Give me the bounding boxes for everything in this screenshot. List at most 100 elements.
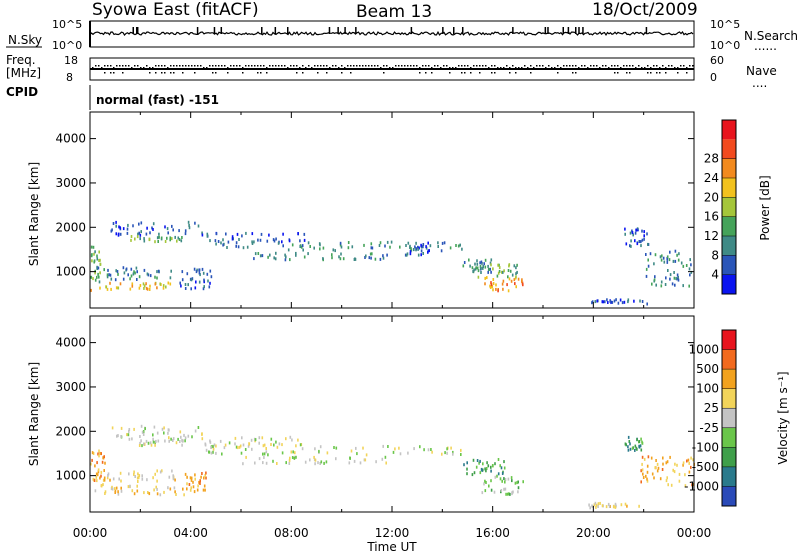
heatmap-cell: [102, 483, 104, 487]
heatmap-cell: [154, 275, 156, 279]
heatmap-cell: [441, 452, 443, 456]
heatmap-cell: [615, 298, 617, 302]
heatmap-cell: [625, 443, 627, 447]
heatmap-cell: [181, 236, 183, 239]
heatmap-cell: [127, 273, 129, 277]
heatmap-cell: [483, 262, 485, 266]
nsky-trace: [89, 21, 694, 47]
heatmap-cell: [640, 244, 642, 248]
heatmap-cell: [498, 270, 501, 273]
heatmap-cell: [501, 472, 504, 475]
heatmap-cell: [309, 458, 311, 462]
heatmap-cell: [187, 434, 190, 438]
heatmap-cell: [186, 482, 188, 486]
heatmap-cell: [425, 245, 427, 249]
beam-title: Beam 13: [356, 2, 432, 22]
heatmap-cell: [194, 221, 196, 225]
heatmap-cell: [225, 232, 227, 236]
heatmap-cell: [643, 234, 645, 238]
heatmap-cell: [677, 275, 679, 279]
heatmap-cell: [149, 231, 151, 235]
heatmap-cell: [381, 457, 384, 461]
heatmap-cell: [137, 480, 139, 483]
heatmap-cell: [678, 472, 681, 476]
heatmap-cell: [508, 492, 510, 496]
heatmap-cell: [497, 289, 499, 293]
heatmap-cell: [184, 229, 187, 233]
heatmap-cell: [132, 224, 134, 228]
heatmap-cell: [139, 237, 141, 241]
heatmap-cell: [487, 464, 490, 468]
heatmap-cell: [231, 235, 234, 239]
heatmap-cell: [417, 245, 419, 249]
heatmap-cell: [154, 472, 156, 476]
heatmap-cell: [134, 271, 136, 275]
heatmap-cell: [281, 451, 284, 455]
heatmap-cell: [440, 249, 443, 253]
heatmap-cell: [624, 227, 626, 231]
heatmap-cell: [301, 447, 304, 451]
heatmap-cell: [634, 239, 636, 243]
heatmap-cell: [490, 258, 493, 262]
heatmap-cell: [247, 444, 250, 448]
heatmap-cell: [157, 439, 160, 443]
heatmap-cell: [91, 451, 94, 455]
heatmap-cell: [686, 459, 688, 463]
heatmap-cell: [608, 504, 611, 508]
heatmap-cell: [128, 437, 131, 441]
heatmap-cell: [515, 275, 517, 279]
heatmap-cell: [111, 228, 113, 232]
heatmap-cell: [365, 453, 368, 457]
heatmap-cell: [674, 249, 677, 253]
heatmap-cell: [339, 257, 342, 261]
heatmap-cell: [93, 252, 95, 256]
heatmap-cell: [167, 281, 170, 285]
heatmap-cell: [521, 281, 524, 285]
heatmap-cell: [653, 476, 655, 480]
heatmap-cell: [145, 439, 148, 443]
heatmap-cell: [485, 469, 487, 473]
y-tick-label: 4000: [55, 336, 86, 350]
heatmap-cell: [102, 478, 105, 482]
heatmap-cell: [108, 273, 110, 277]
heatmap-cell: [129, 484, 131, 488]
heatmap-cell: [175, 493, 177, 496]
heatmap-cell: [666, 460, 669, 464]
heatmap-cell: [273, 443, 275, 447]
heatmap-cell: [485, 481, 487, 484]
heatmap-cell: [641, 462, 643, 466]
heatmap-cell: [157, 240, 159, 243]
heatmap-cell: [639, 444, 642, 448]
heatmap-cell: [409, 252, 412, 256]
heatmap-cell: [505, 492, 507, 496]
heatmap-cell: [258, 457, 261, 461]
heatmap-cell: [678, 252, 680, 256]
heatmap-cell: [103, 268, 105, 272]
heatmap-cell: [161, 427, 164, 431]
heatmap-cell: [117, 434, 119, 438]
heatmap-cell: [690, 263, 692, 267]
heatmap-cell: [668, 258, 671, 262]
heatmap-cell: [210, 446, 212, 449]
heatmap-cell: [212, 447, 215, 451]
heatmap-cell: [334, 249, 336, 253]
heatmap-cell: [369, 252, 372, 256]
freq-label: Freq.: [6, 53, 36, 67]
heatmap-cell: [629, 447, 632, 451]
heatmap-cell: [136, 476, 139, 480]
heatmap-cell: [115, 224, 117, 228]
heatmap-cell: [645, 274, 648, 278]
heatmap-cell: [597, 502, 600, 506]
heatmap-cell: [647, 242, 649, 246]
y-tick-label: 1000: [55, 469, 86, 483]
heatmap-cell: [498, 266, 501, 270]
heatmap-cell: [363, 243, 365, 247]
heatmap-cell: [137, 476, 140, 480]
heatmap-cell: [641, 441, 644, 445]
heatmap-cell: [446, 447, 448, 451]
heatmap-cell: [607, 301, 609, 304]
heatmap-cell: [473, 471, 476, 475]
heatmap-cell: [210, 451, 213, 455]
heatmap-cell: [95, 475, 98, 479]
colorbar-tick-label: -1000: [684, 479, 719, 493]
